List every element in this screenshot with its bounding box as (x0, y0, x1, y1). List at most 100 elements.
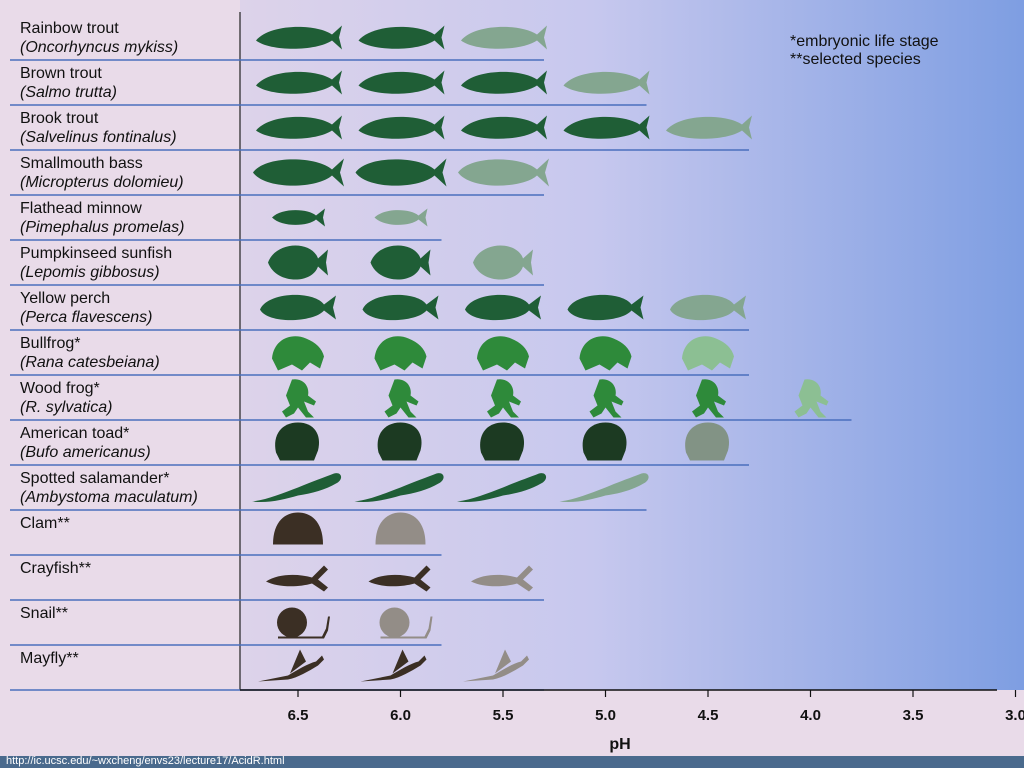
toad-icon (275, 422, 320, 461)
species-label: Bullfrog* (Rana catesbeiana) (20, 334, 160, 372)
species-common-name: American toad* (20, 425, 130, 442)
wood-frog-icon (384, 379, 419, 418)
bass-icon (458, 158, 549, 187)
species-scientific-name: (Lepomis gibbosus) (20, 264, 160, 281)
wood-frog-icon (487, 379, 521, 418)
species-label: Mayfly** (20, 649, 79, 668)
species-label: Flathead minnow (Pimephalus promelas) (20, 199, 185, 237)
sunfish-icon (268, 245, 328, 280)
wood-frog-icon (282, 379, 316, 418)
x-tick-label: 5.5 (493, 707, 514, 724)
trout-icon (256, 25, 342, 50)
species-common-name: Spotted salamander* (20, 470, 170, 487)
species-common-name: Snail** (20, 605, 69, 622)
trout-icon (461, 25, 547, 50)
frog-icon (477, 336, 529, 371)
species-common-name: Rainbow trout (20, 20, 119, 37)
toad-icon (582, 422, 627, 461)
perch-icon (465, 294, 541, 321)
x-tick-label: 5.0 (595, 707, 616, 724)
species-common-name: Smallmouth bass (20, 155, 143, 172)
species-scientific-name: (Bufo americanus) (20, 444, 151, 461)
clam-icon (375, 512, 426, 545)
trout-icon (563, 115, 650, 140)
species-scientific-name: (Perca flavescens) (20, 309, 153, 326)
x-tick-label: 6.0 (390, 707, 411, 724)
species-label: Clam** (20, 514, 70, 533)
species-label: American toad* (Bufo americanus) (20, 424, 151, 462)
trout-icon (358, 70, 445, 95)
x-tick-label: 4.0 (800, 707, 821, 724)
species-scientific-name: (Pimephalus promelas) (20, 219, 185, 236)
snail-icon (277, 607, 330, 639)
species-label: Rainbow trout (Oncorhyncus mykiss) (20, 19, 178, 57)
frog-icon (374, 336, 427, 371)
toad-icon (480, 422, 525, 461)
species-common-name: Clam** (20, 515, 70, 532)
species-common-name: Mayfly** (20, 650, 79, 667)
trout-icon (461, 115, 547, 140)
species-scientific-name: (Salmo trutta) (20, 84, 117, 101)
plot-background (240, 0, 1024, 690)
salamander-icon (457, 473, 547, 503)
footer-url: http://ic.ucsc.edu/~wxcheng/envs23/lectu… (6, 755, 285, 767)
species-scientific-name: (Oncorhyncus mykiss) (20, 39, 179, 56)
wood-frog-icon (794, 379, 829, 418)
crayfish-icon (368, 565, 431, 592)
x-tick-label: 3.5 (903, 707, 924, 724)
trout-icon (358, 25, 445, 50)
trout-icon (358, 115, 445, 140)
species-scientific-name: (R. sylvatica) (20, 399, 113, 416)
clam-icon (273, 512, 323, 545)
perch-icon (670, 294, 746, 321)
x-tick-label: 3.0 (1005, 707, 1024, 724)
frog-icon (682, 336, 734, 371)
species-scientific-name: (Ambystoma maculatum) (20, 489, 198, 506)
trout-icon (563, 70, 650, 95)
bass-icon (355, 158, 447, 187)
trout-icon (666, 115, 752, 140)
sunfish-icon (370, 245, 431, 280)
mayfly-icon (258, 649, 324, 682)
species-common-name: Brook trout (20, 110, 99, 127)
minnow-icon (272, 208, 325, 227)
species-label: Brook trout (Salvelinus fontinalus) (20, 109, 177, 147)
minnow-icon (374, 208, 428, 227)
sunfish-icon (473, 245, 533, 280)
crayfish-icon (471, 565, 533, 592)
snail-icon (379, 607, 433, 639)
crayfish-icon (266, 565, 328, 592)
perch-icon (362, 294, 439, 321)
perch-icon (260, 294, 336, 321)
species-label: Wood frog* (R. sylvatica) (20, 379, 112, 417)
species-common-name: Pumpkinseed sunfish (20, 245, 173, 262)
frog-icon (272, 336, 324, 371)
wood-frog-icon (692, 379, 726, 418)
legend-notes: *embryonic life stage **selected species (790, 33, 939, 69)
species-label: Brown trout (Salmo trutta) (20, 64, 117, 102)
bass-icon (253, 158, 344, 187)
mayfly-icon (463, 649, 529, 682)
x-axis-label: pH (609, 736, 630, 753)
note-embryonic: *embryonic life stage (790, 33, 939, 50)
toad-icon (377, 422, 422, 461)
species-common-name: Bullfrog* (20, 335, 81, 352)
species-label: Snail** (20, 604, 68, 623)
salamander-icon (252, 473, 342, 503)
frog-icon (579, 336, 632, 371)
wood-frog-icon (589, 379, 624, 418)
species-common-name: Wood frog* (20, 380, 100, 397)
trout-icon (256, 115, 342, 140)
trout-icon (256, 70, 342, 95)
species-label: Yellow perch (Perca flavescens) (20, 289, 153, 327)
species-common-name: Flathead minnow (20, 200, 142, 217)
species-scientific-name: (Micropterus dolomieu) (20, 174, 184, 191)
species-common-name: Crayfish** (20, 560, 92, 577)
species-label: Pumpkinseed sunfish (Lepomis gibbosus) (20, 244, 172, 282)
footer-bar: http://ic.ucsc.edu/~wxcheng/envs23/lectu… (0, 755, 1024, 768)
species-common-name: Yellow perch (20, 290, 111, 307)
species-label: Spotted salamander* (Ambystoma maculatum) (20, 469, 198, 507)
x-tick-label: 6.5 (288, 707, 309, 724)
species-common-name: Brown trout (20, 65, 102, 82)
